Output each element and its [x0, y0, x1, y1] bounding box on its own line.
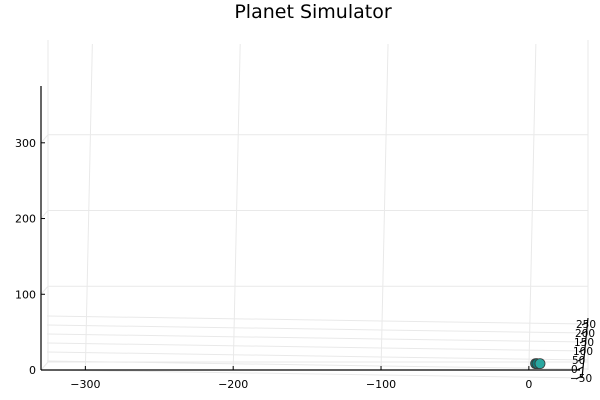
x-tick-label: −200: [218, 378, 248, 391]
x-gridline: [84, 43, 93, 371]
axes-layer: [40, 86, 589, 379]
z-gridline: [40, 134, 588, 144]
y-gridline: [46, 360, 589, 370]
z-tick-label: 300: [15, 137, 36, 150]
z-gridline: [40, 210, 588, 219]
ticks-layer: −300 −200 −100 00100200300−5005010015020025…: [15, 137, 596, 391]
y-tick: [578, 348, 586, 353]
z-tick-label: 100: [15, 288, 36, 301]
y-tick-label: 150: [574, 337, 594, 349]
x-tick-label: −300: [70, 378, 100, 391]
x-tick-label: 0: [525, 378, 532, 391]
x-tick-label: −100: [366, 378, 396, 391]
y-tick: [580, 330, 588, 335]
y-tick: [579, 339, 587, 344]
y-tick: [576, 366, 584, 371]
y-gridline: [46, 342, 589, 352]
y-tick: [577, 357, 585, 362]
y-gridline: [46, 369, 589, 379]
chart-title: Planet Simulator: [234, 1, 391, 23]
y-tick-label: 100: [573, 346, 593, 358]
y-gridline: [46, 333, 589, 343]
x-gridline: [232, 43, 241, 371]
planet-point: [534, 358, 546, 370]
y-tick-label: 50: [572, 355, 585, 367]
y-gridline: [46, 315, 589, 325]
y-tick-label: 200: [575, 328, 595, 340]
x-gridline: [380, 43, 389, 371]
y-tick-label: −50: [570, 373, 592, 385]
z-gridline: [40, 285, 588, 295]
z-tick-label: 200: [15, 213, 36, 226]
z-gridline: [40, 361, 588, 371]
z-tick-label: 0: [29, 364, 36, 377]
x-gridline: [528, 43, 537, 371]
points-layer: [530, 358, 546, 370]
y-tick: [575, 375, 583, 380]
y-tick-label: 250: [576, 319, 596, 331]
y-gridline: [46, 351, 589, 361]
y-axis-line: [581, 317, 589, 379]
y-tick-label: 0: [571, 364, 578, 376]
grid-layer: [40, 40, 589, 379]
y-gridline: [46, 324, 589, 334]
y-tick: [581, 321, 589, 326]
